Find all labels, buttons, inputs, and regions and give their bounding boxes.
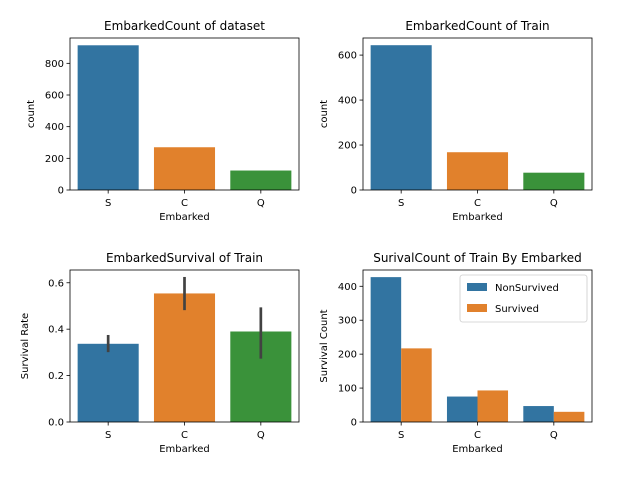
y-tick-label: 200 <box>45 154 64 165</box>
legend-label-nonsurvived: NonSurvived <box>495 283 559 294</box>
y-tick-label: 400 <box>338 282 357 293</box>
y-tick-label: 0.6 <box>48 278 64 289</box>
y-axis-label: count <box>319 100 330 128</box>
bar-c <box>153 293 216 422</box>
y-tick-label: 100 <box>338 384 357 395</box>
x-tick-label: C <box>181 198 188 209</box>
bar-nonsurvived-q <box>523 406 554 422</box>
x-tick-label: Q <box>550 198 558 209</box>
bar-survived-q <box>553 411 585 422</box>
bar-q <box>230 170 292 190</box>
bar-c <box>153 147 216 190</box>
bar-s <box>77 343 139 422</box>
x-tick-label: C <box>474 198 481 209</box>
subplot-3: S C Q 0.0 0.2 0.4 0.6 EmbarkedSurvival of Train… <box>20 251 300 455</box>
y-tick-label: 0 <box>351 418 357 429</box>
y-tick-label: 600 <box>45 91 64 102</box>
y-tick-label: 400 <box>45 122 64 133</box>
x-tick-label: S <box>398 198 404 209</box>
y-tick-label: 600 <box>338 51 357 62</box>
x-tick-label: C <box>474 430 481 441</box>
x-tick-label: C <box>181 430 188 441</box>
x-axis-label: Embarked <box>452 212 503 223</box>
chart-title: SurivalCount of Train By Embarked <box>373 251 582 265</box>
y-axis-label: Survival Count <box>319 309 330 382</box>
x-tick-label: Q <box>257 198 265 209</box>
bar-nonsurvived-s <box>370 277 402 422</box>
y-tick-label: 800 <box>45 59 64 70</box>
bar-s <box>77 45 139 191</box>
subplot-4: S C Q 0 100 200 300 400 SurivalCount of Train By… <box>319 251 593 455</box>
y-tick-label: 0 <box>58 186 64 197</box>
legend-label-survived: Survived <box>495 304 539 315</box>
x-axis-label: Embarked <box>452 444 503 455</box>
x-tick-label: S <box>105 430 111 441</box>
legend: NonSurvived Survived <box>459 274 588 323</box>
y-tick-label: 300 <box>338 316 357 327</box>
x-tick-label: Q <box>257 430 265 441</box>
chart-title: EmbarkedCount of dataset <box>104 19 265 33</box>
bar-nonsurvived-c <box>446 396 478 422</box>
y-tick-label: 200 <box>338 350 357 361</box>
chart-title: EmbarkedCount of Train <box>405 19 549 33</box>
bar-s <box>370 45 432 190</box>
y-tick-label: 0.2 <box>48 371 64 382</box>
x-tick-label: S <box>398 430 404 441</box>
legend-swatch-nonsurvived <box>467 283 487 291</box>
y-tick-label: 400 <box>338 96 357 107</box>
chart-title: EmbarkedSurvival of Train <box>106 251 263 265</box>
bar-survived-c <box>477 390 509 422</box>
y-tick-label: 200 <box>338 141 357 152</box>
y-tick-label: 0.0 <box>48 418 64 429</box>
bar-c <box>446 152 509 190</box>
y-axis-label: count <box>26 100 37 128</box>
legend-swatch-survived <box>467 304 487 312</box>
x-tick-label: S <box>105 198 111 209</box>
x-axis-label: Embarked <box>159 444 210 455</box>
bar-survived-s <box>401 348 432 422</box>
legend-box <box>459 274 588 323</box>
subplot-1: S C Q 0 200 400 600 800 EmbarkedCount of dataset… <box>26 19 300 223</box>
y-tick-label: 0 <box>351 186 357 197</box>
bar-q <box>523 172 585 190</box>
subplot-2: S C Q 0 200 400 600 EmbarkedCount of Train Embar… <box>319 19 593 223</box>
x-tick-label: Q <box>550 430 558 441</box>
y-axis-label: Survival Rate <box>20 313 31 379</box>
x-axis-label: Embarked <box>159 212 210 223</box>
y-tick-label: 0.4 <box>48 325 64 336</box>
